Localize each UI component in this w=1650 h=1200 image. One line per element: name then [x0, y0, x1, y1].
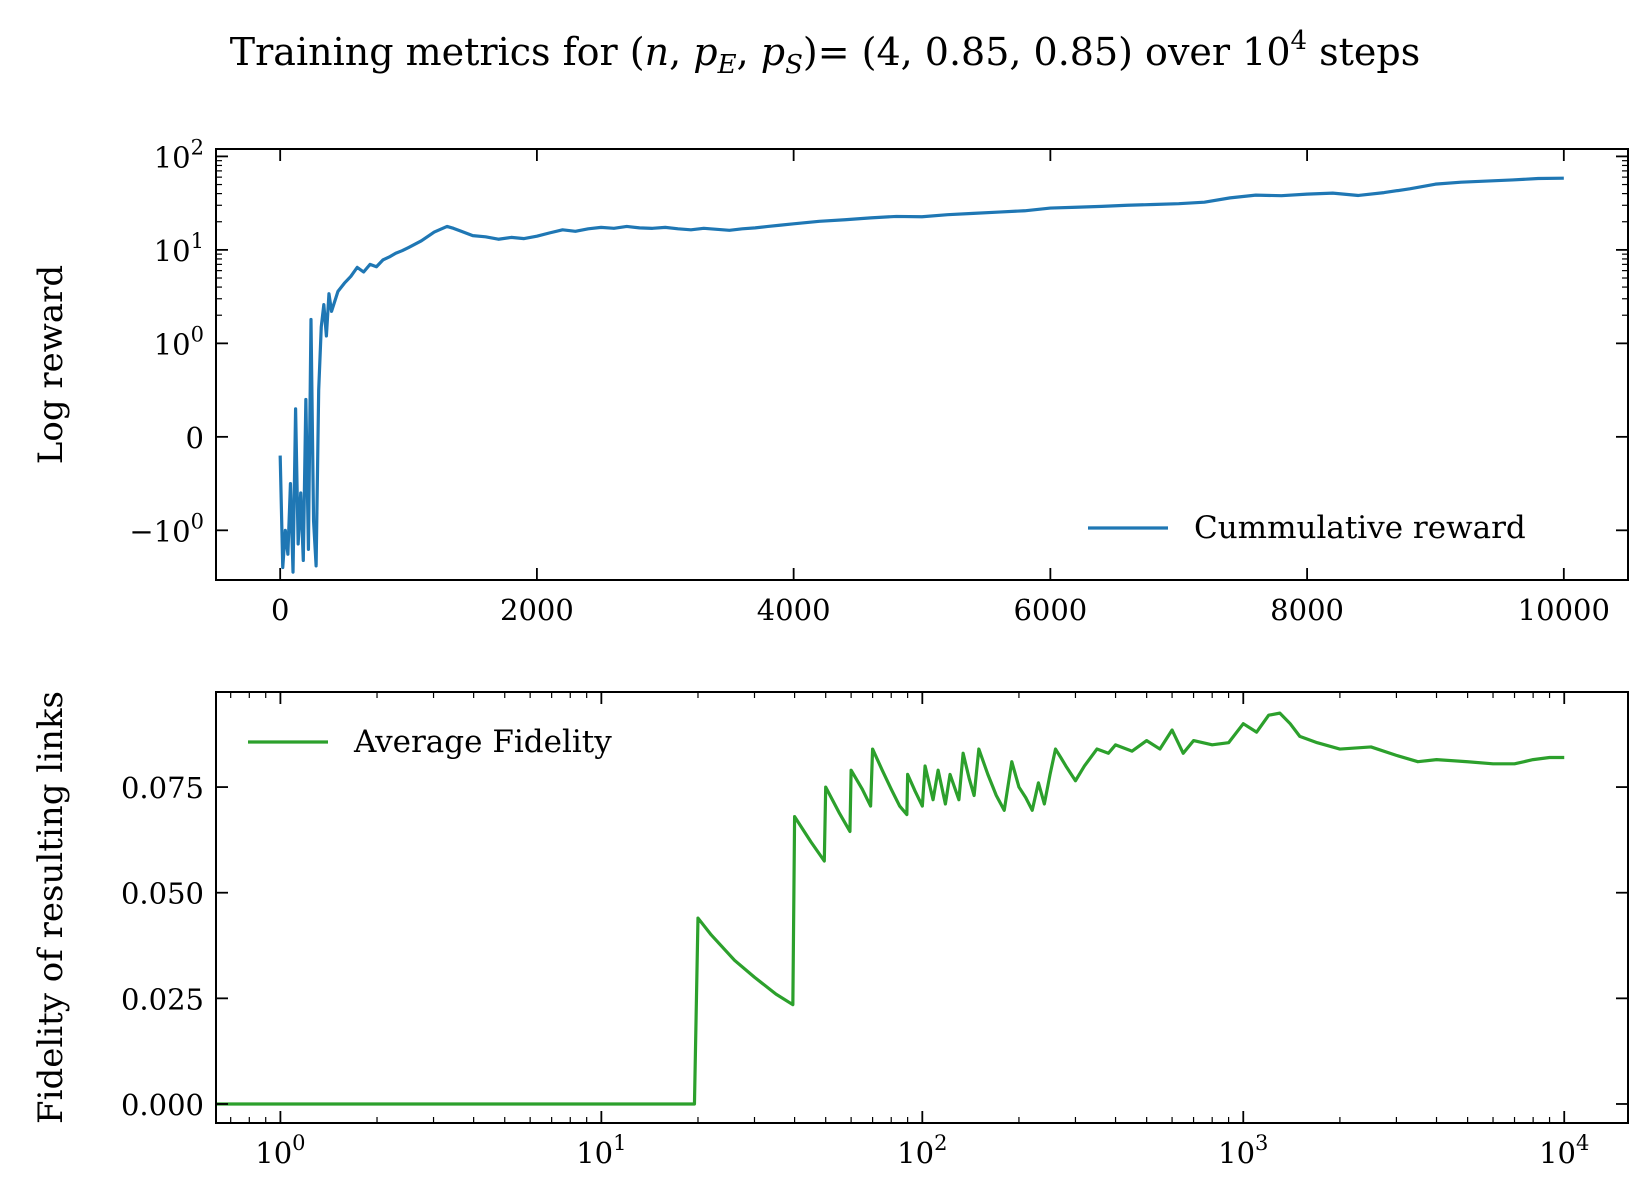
y-tick-label: 100	[154, 322, 204, 361]
y-tick-label-exp: 0	[191, 322, 204, 346]
y-tick-label-exp: 1	[191, 229, 204, 253]
x-tick-label-exp: 2	[934, 1131, 947, 1155]
x-tick-label-exp: 4	[1576, 1131, 1589, 1155]
title-n: n	[645, 30, 669, 74]
y-tick-label: 0.000	[121, 1088, 204, 1122]
x-tick-label-base: 10	[897, 1136, 934, 1170]
legend-label: Cummulative reward	[1194, 510, 1526, 546]
y-axis-label: Fidelity of resulting links	[31, 691, 71, 1124]
y-tick-label-exp: 2	[191, 135, 204, 159]
title-post: )= (4, 0.85, 0.85) over 10	[803, 30, 1291, 74]
y-tick-label: 0.050	[121, 877, 204, 911]
title-pre: Training metrics for (	[230, 30, 645, 74]
x-tick-label: 4000	[757, 593, 831, 627]
x-tick-label-base: 10	[255, 1136, 292, 1170]
axes-frame	[215, 148, 1629, 581]
x-tick-label: 0	[271, 593, 289, 627]
y-tick-label-base: 10	[154, 327, 191, 361]
y-tick-label: −100	[129, 509, 204, 548]
x-tick-label: 102	[897, 1131, 947, 1170]
title-comma1: ,	[669, 30, 693, 74]
x-tick-label-exp: 0	[292, 1131, 305, 1155]
series-line-cummulative-reward	[278, 176, 1564, 574]
y-tick-label: 0.025	[121, 982, 204, 1016]
y-tick-label-base: 10	[154, 140, 191, 174]
y-tick-label: 102	[154, 135, 204, 174]
series-line-average-fidelity	[216, 711, 1565, 1106]
title-comma2: ,	[737, 30, 761, 74]
legend: Average Fidelity	[248, 724, 612, 760]
y-tick-label: 0.075	[121, 771, 204, 805]
legend-label: Average Fidelity	[353, 724, 612, 760]
y-tick-label-base: 10	[154, 234, 191, 268]
y-axis-label: Log reward	[31, 265, 71, 464]
x-tick-label: 104	[1539, 1131, 1589, 1170]
x-tick-label-exp: 3	[1255, 1131, 1268, 1155]
fidelity-chart: 100 101 102 103 1040.0000.0250.0500.075Fidel…	[31, 691, 1629, 1170]
title-pE-sub: E	[717, 50, 737, 80]
title-pS-sub: S	[785, 50, 803, 80]
x-tick-label-base: 10	[1218, 1136, 1255, 1170]
x-tick-label: 6000	[1013, 593, 1087, 627]
y-tick-label-base: 0	[186, 421, 204, 455]
title-pE: p	[693, 30, 717, 74]
y-tick-label: 101	[154, 229, 204, 268]
x-tick-label-exp: 1	[613, 1131, 626, 1155]
title-sup: 4	[1291, 26, 1308, 56]
x-tick-label: 101	[576, 1131, 626, 1170]
figure-title: Training metrics for (n, pE, pS)= (4, 0.…	[230, 26, 1420, 80]
y-tick-label-exp: 0	[191, 509, 204, 533]
title-pS: p	[761, 30, 785, 74]
legend: Cummulative reward	[1088, 510, 1526, 546]
x-tick-label-base: 10	[576, 1136, 613, 1170]
y-tick-label: 0	[186, 421, 204, 455]
x-tick-label: 2000	[500, 593, 574, 627]
title-tail: steps	[1307, 30, 1420, 74]
reward-chart: 0 2000 4000 6000 8000 10000−1000100101102Log …	[31, 135, 1629, 627]
x-tick-label: 100	[255, 1131, 305, 1170]
x-tick-label-base: 10	[1539, 1136, 1576, 1170]
x-tick-label: 8000	[1270, 593, 1344, 627]
y-tick-label-base: −10	[129, 514, 190, 548]
x-tick-label: 10000	[1518, 593, 1610, 627]
x-tick-label: 103	[1218, 1131, 1268, 1170]
